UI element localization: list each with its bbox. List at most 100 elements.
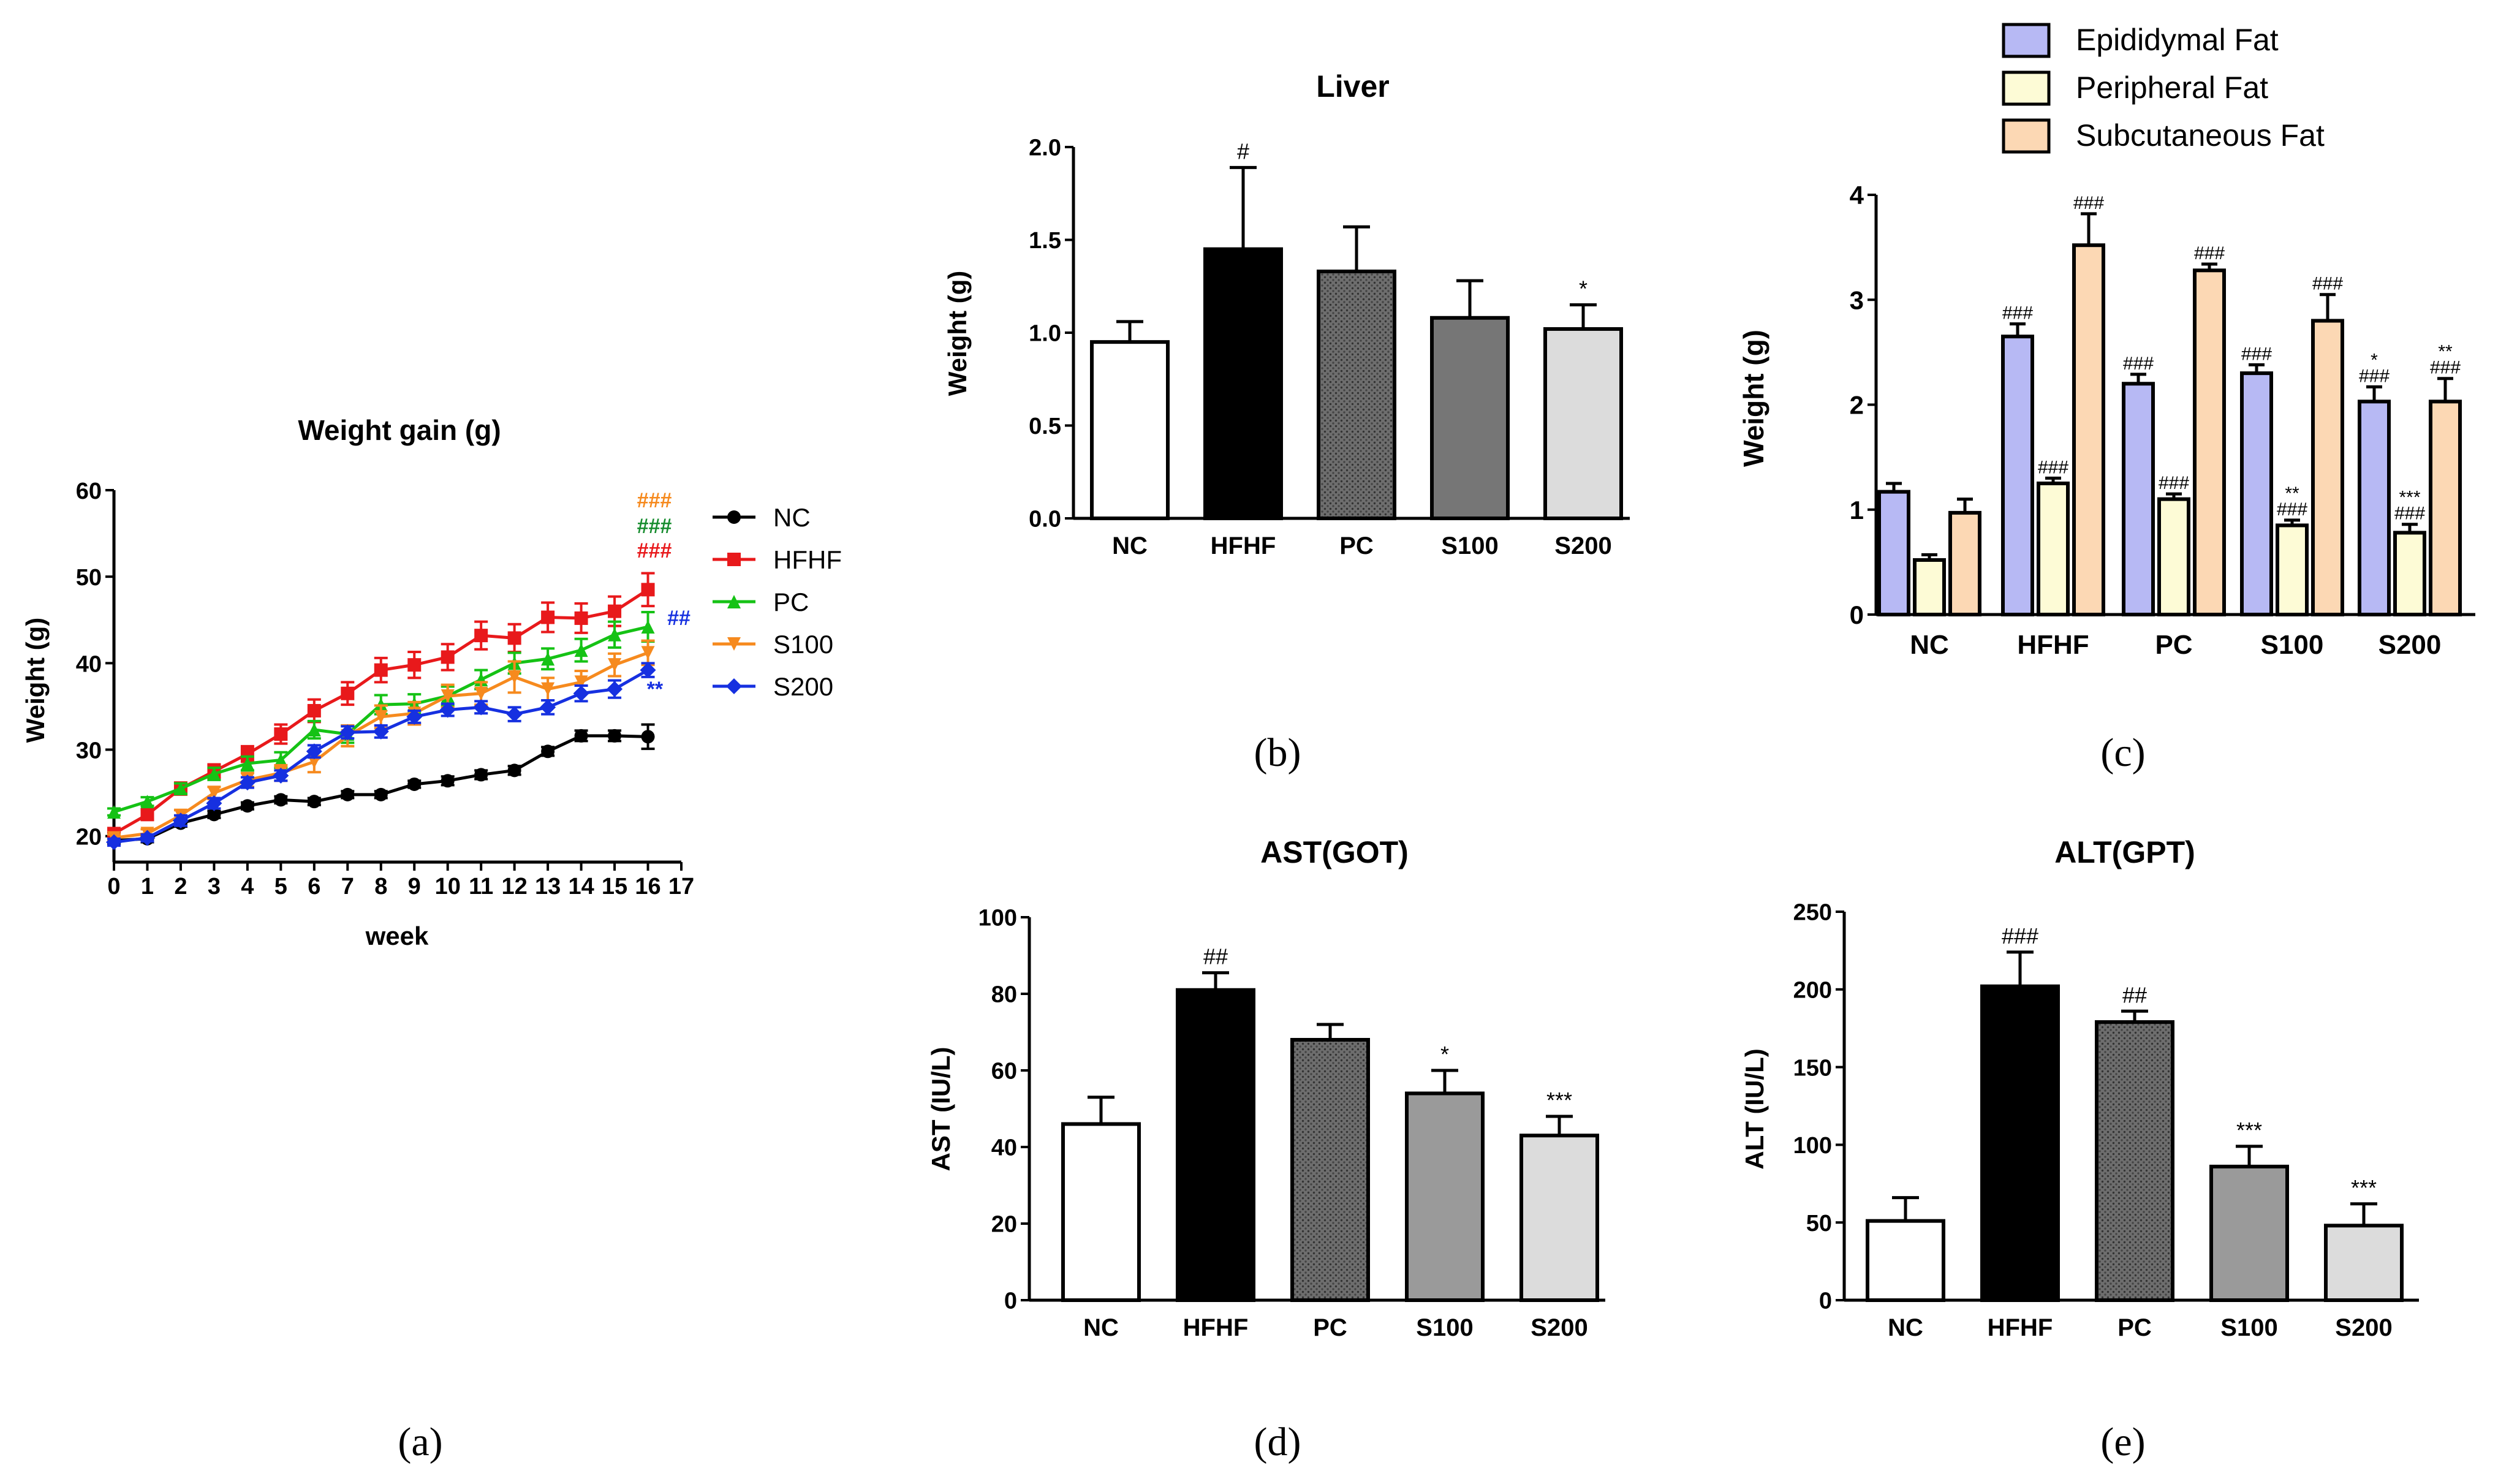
bar <box>2037 481 2070 616</box>
legend-swatch <box>2002 118 2051 154</box>
data-point <box>474 629 488 643</box>
data-point <box>439 702 456 718</box>
y-tick-label: 0 <box>1819 1289 1832 1314</box>
x-tick-label: 14 <box>568 874 594 899</box>
x-tick-label: 12 <box>502 874 528 899</box>
data-point <box>506 706 523 722</box>
data-point <box>507 670 521 684</box>
y-tick-label: 30 <box>76 738 102 763</box>
bar-group-nc <box>1090 320 1170 521</box>
data-point <box>406 708 423 725</box>
chart-title: AST(GOT) <box>1260 835 1409 869</box>
x-tick-label: HFHF <box>1183 1314 1249 1341</box>
y-tick-label: 60 <box>991 1059 1017 1085</box>
legend-item: PC <box>713 588 809 616</box>
bar-group-nc <box>1877 482 1981 617</box>
bar <box>1519 1134 1599 1302</box>
significance-mark: ### <box>2359 366 2390 386</box>
y-tick-label: 1.5 <box>1029 228 1061 254</box>
panel-label-e: (e) <box>2100 1420 2145 1464</box>
x-tick-label: NC <box>1112 532 1148 559</box>
legend-label: HFHF <box>773 545 842 574</box>
significance-mark: ### <box>2002 303 2033 324</box>
tick-labels: 0 1 2 3 4 NC HFHF PC S100 S200 <box>1850 181 2442 660</box>
bar <box>1430 316 1510 520</box>
data-point <box>574 611 588 625</box>
bar <box>2276 523 2309 616</box>
bar-group-s100: *** <box>2209 1118 2289 1303</box>
data-point <box>727 595 741 608</box>
data-point <box>240 799 254 813</box>
x-tick-label: NC <box>1888 1314 1923 1341</box>
y-tick-label: 1.0 <box>1029 321 1061 347</box>
significance-mark: ## <box>1203 944 1228 969</box>
y-tick-label: 4 <box>1850 181 1864 210</box>
data-point <box>172 812 189 829</box>
x-tick-label: S100 <box>2220 1314 2277 1341</box>
x-tick-label: 5 <box>274 874 287 899</box>
significance-mark: *** <box>1546 1088 1572 1113</box>
y-tick-label: 200 <box>1793 977 1832 1003</box>
bar-group-hfhf: # <box>1203 138 1283 520</box>
bar-group-s100: * <box>1405 1042 1485 1302</box>
significance-mark: ## <box>667 607 691 630</box>
x-tick-label: 10 <box>435 874 461 899</box>
significance-mark: ### <box>2159 473 2189 493</box>
x-tick-label: S100 <box>2261 630 2324 660</box>
significance-mark: # <box>1237 138 1249 164</box>
data-point <box>274 727 288 741</box>
significance-mark: * <box>1440 1042 1449 1067</box>
panel-c-fat-chart: Epididymal Fat Peripheral Fat Subcutaneous… <box>1738 23 2475 660</box>
y-tick-label: 20 <box>991 1212 1017 1238</box>
data-point <box>274 793 288 807</box>
bar-group-hfhf: ### ### ### <box>2001 193 2105 616</box>
panel-b-liver-chart: Liver 0.0 0.5 1.0 1.5 2.0 NC HFHF PC S100 S200 We… <box>943 69 1630 559</box>
x-tick-label: 15 <box>602 874 627 899</box>
y-tick-label: 100 <box>1793 1133 1832 1159</box>
data-point <box>307 723 321 737</box>
x-tick-label: PC <box>1313 1314 1347 1341</box>
bar <box>1543 327 1623 520</box>
panel-label-d: (d) <box>1254 1420 1301 1464</box>
x-tick-label: 8 <box>374 874 387 899</box>
bar-group-pc <box>1317 225 1396 520</box>
y-tick-label: 40 <box>991 1135 1017 1161</box>
data-point <box>140 808 154 822</box>
x-tick-label: HFHF <box>2017 630 2089 660</box>
significance-mark: ### <box>2002 923 2038 948</box>
bar-group-s200: * <box>1543 276 1623 520</box>
data-point <box>441 689 455 703</box>
bar-group-pc: ### ### ### <box>2122 243 2226 616</box>
bar-group-hfhf: ### <box>1980 923 2060 1302</box>
bar <box>1290 1038 1370 1302</box>
data-point <box>640 662 656 678</box>
data-point <box>341 686 355 700</box>
x-tick-label: HFHF <box>1211 532 1276 559</box>
y-axis-label: ALT (IU/L) <box>1740 1048 1769 1170</box>
y-tick-label: 50 <box>1806 1211 1832 1236</box>
data-point <box>173 782 187 796</box>
legend: NC HFHF PC S100 S200 <box>713 503 842 701</box>
data-point <box>140 795 154 809</box>
legend-label: Subcutaneous Fat <box>2076 118 2325 153</box>
data-point <box>541 682 555 696</box>
legend-swatch <box>2002 70 2051 106</box>
data-point <box>608 658 622 672</box>
bars: #* <box>1090 138 1623 521</box>
bar <box>1866 1219 1945 1302</box>
bar-group-hfhf: ## <box>1176 944 1255 1302</box>
bar <box>1176 988 1255 1302</box>
bar <box>1877 490 1910 617</box>
y-tick-label: 40 <box>76 651 102 677</box>
bar <box>2240 371 2273 616</box>
data-point <box>139 830 156 846</box>
legend-item: NC <box>713 503 811 532</box>
data-point <box>207 786 221 800</box>
bar-group-s200: *** <box>1519 1088 1599 1302</box>
tick-labels: 0 50 100 150 200 250 NC HFHF PC S100 S200 <box>1793 900 2393 1341</box>
bars: #####****** <box>1866 923 2404 1303</box>
y-tick-label: 250 <box>1793 900 1832 926</box>
